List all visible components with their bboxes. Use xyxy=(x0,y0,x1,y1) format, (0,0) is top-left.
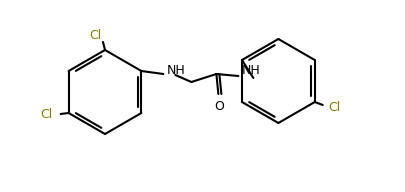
Text: O: O xyxy=(214,100,224,113)
Text: Cl: Cl xyxy=(89,29,101,42)
Text: NH: NH xyxy=(241,65,260,78)
Text: NH: NH xyxy=(166,65,185,78)
Text: Cl: Cl xyxy=(40,108,53,122)
Text: Cl: Cl xyxy=(329,100,341,113)
